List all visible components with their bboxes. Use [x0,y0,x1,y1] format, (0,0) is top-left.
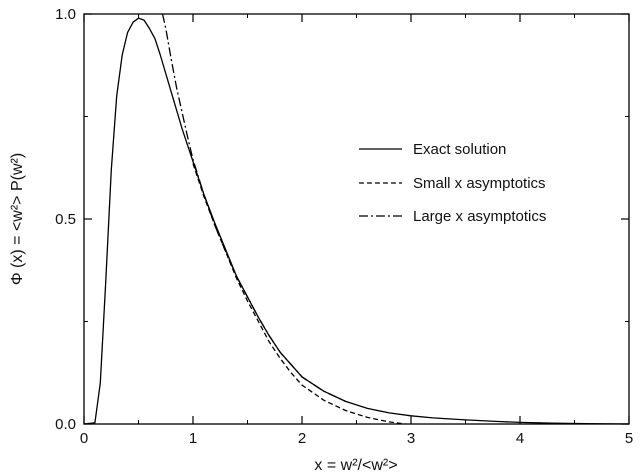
y-tick-label: 0.5 [55,211,76,228]
y-axis-label: Φ (x) = <w²> P(w²) [9,153,26,285]
x-tick-label: 3 [407,430,415,447]
legend-label: Large x asymptotics [413,208,546,225]
x-tick-label: 5 [625,430,633,447]
series-lines [83,13,630,425]
x-tick-label: 2 [298,430,306,447]
y-tick-label: 0.0 [55,416,76,433]
x-axis-label: x = w²/<w²> [314,457,397,474]
legend-label: Small x asymptotics [413,175,546,192]
x-tick-label: 4 [516,430,524,447]
x-tick-label: 1 [189,430,197,447]
x-tick-label: 0 [80,430,88,447]
tick-labels: 0 1 2 3 4 5 0.0 0.5 1.0 [55,6,633,447]
legend-label: Exact solution [413,141,506,158]
legend: Exact solution Small x asymptotics Large x… [359,141,546,225]
series-line-3 [161,13,346,402]
y-tick-label: 1.0 [55,6,76,23]
series-line-2 [192,163,406,425]
series-line-1 [83,17,630,425]
